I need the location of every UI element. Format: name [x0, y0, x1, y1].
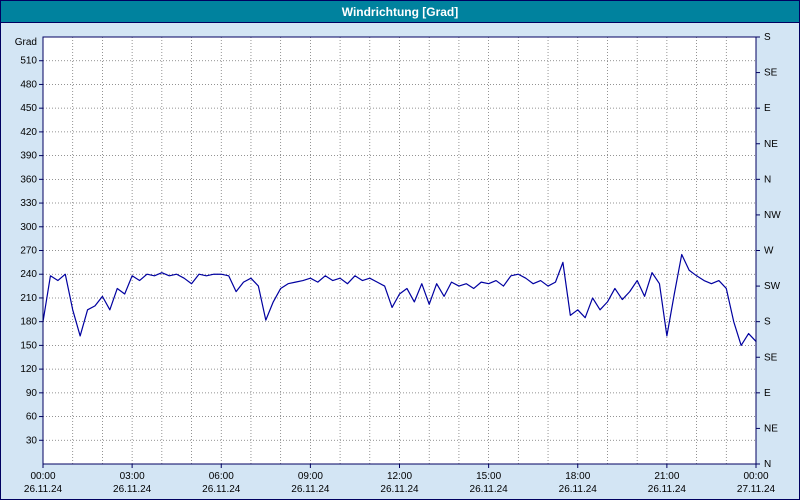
chart-title-bar: Windrichtung [Grad] [1, 1, 799, 23]
chart-title: Windrichtung [Grad] [341, 4, 459, 19]
svg-text:270: 270 [20, 246, 37, 257]
svg-text:SE: SE [764, 352, 778, 363]
svg-text:S: S [764, 317, 771, 328]
svg-text:00:00: 00:00 [30, 471, 55, 482]
svg-text:SW: SW [764, 281, 781, 292]
svg-text:W: W [764, 246, 774, 257]
svg-text:09:00: 09:00 [298, 471, 323, 482]
svg-text:26.11.24: 26.11.24 [202, 484, 241, 495]
svg-text:390: 390 [20, 151, 37, 162]
svg-text:180: 180 [20, 317, 37, 328]
svg-text:120: 120 [20, 364, 37, 375]
svg-text:240: 240 [20, 269, 37, 280]
svg-text:90: 90 [26, 388, 38, 399]
wind-direction-chart: 30 60 90 120 150 180 210 240 270 300 330 360 390 420 4… [15, 32, 781, 495]
svg-text:450: 450 [20, 103, 37, 114]
svg-text:150: 150 [20, 340, 37, 351]
chart-area: 30 60 90 120 150 180 210 240 270 300 330 360 390 420 4… [1, 23, 799, 499]
svg-text:480: 480 [20, 79, 37, 90]
svg-text:E: E [764, 103, 771, 114]
svg-text:Grad: Grad [15, 37, 37, 48]
svg-text:30: 30 [26, 435, 38, 446]
svg-text:21:00: 21:00 [654, 471, 679, 482]
svg-text:60: 60 [26, 412, 38, 423]
svg-text:N: N [764, 459, 771, 470]
svg-text:420: 420 [20, 127, 37, 138]
svg-text:NW: NW [764, 210, 781, 221]
svg-text:510: 510 [20, 56, 37, 67]
svg-text:15:00: 15:00 [476, 471, 501, 482]
svg-text:03:00: 03:00 [120, 471, 145, 482]
svg-text:SE: SE [764, 68, 778, 79]
svg-text:27.11.24: 27.11.24 [737, 484, 776, 495]
svg-text:360: 360 [20, 174, 37, 185]
svg-text:06:00: 06:00 [209, 471, 234, 482]
svg-text:26.11.24: 26.11.24 [559, 484, 598, 495]
svg-text:210: 210 [20, 293, 37, 304]
svg-text:330: 330 [20, 198, 37, 209]
svg-text:NE: NE [764, 423, 778, 434]
svg-text:26.11.24: 26.11.24 [291, 484, 330, 495]
svg-text:18:00: 18:00 [565, 471, 590, 482]
svg-text:E: E [764, 388, 771, 399]
svg-text:26.11.24: 26.11.24 [648, 484, 687, 495]
svg-text:S: S [764, 32, 771, 43]
svg-text:26.11.24: 26.11.24 [380, 484, 419, 495]
svg-text:26.11.24: 26.11.24 [24, 484, 63, 495]
svg-text:300: 300 [20, 222, 37, 233]
svg-text:26.11.24: 26.11.24 [113, 484, 152, 495]
svg-text:12:00: 12:00 [387, 471, 412, 482]
svg-text:N: N [764, 174, 771, 185]
svg-text:00:00: 00:00 [743, 471, 768, 482]
svg-text:26.11.24: 26.11.24 [470, 484, 509, 495]
svg-text:NE: NE [764, 139, 778, 150]
